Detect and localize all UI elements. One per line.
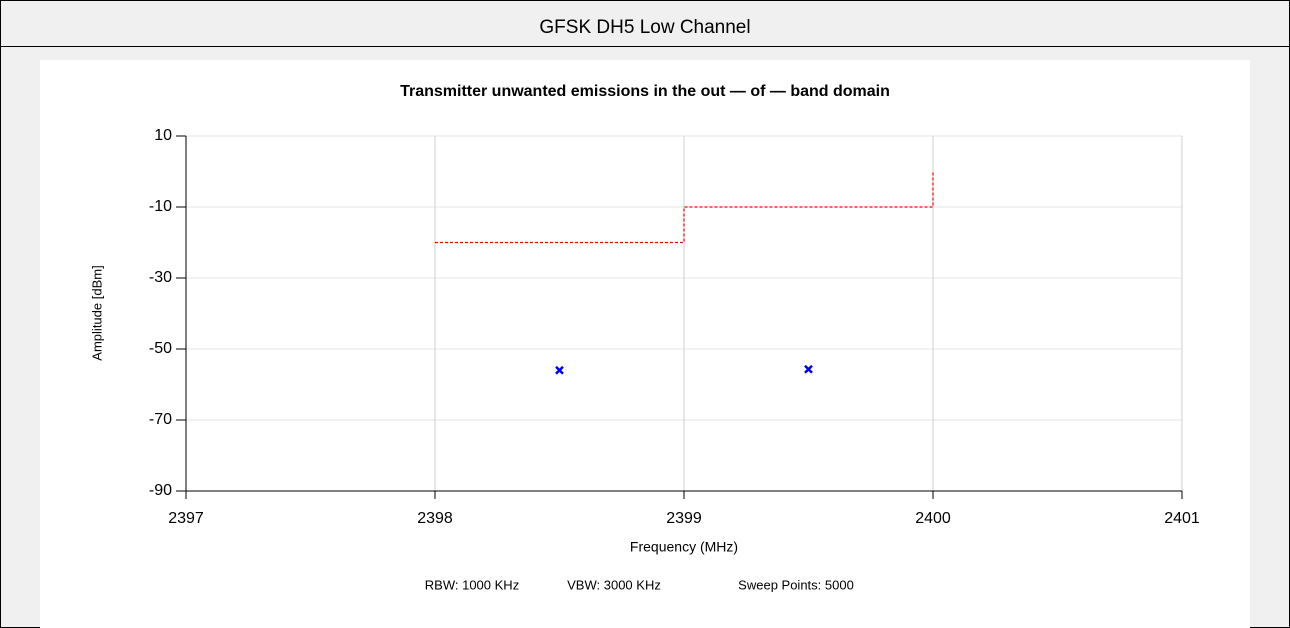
header-title: GFSK DH5 Low Channel bbox=[539, 17, 750, 38]
note: VBW: 3000 KHz bbox=[567, 577, 661, 592]
y-tick-label: -10 bbox=[149, 198, 172, 215]
data-point bbox=[804, 364, 813, 374]
limit-line bbox=[435, 171, 934, 244]
x-tick-label: 2398 bbox=[417, 510, 453, 527]
x-axis-label: Frequency (MHz) bbox=[630, 539, 738, 555]
y-tick-label: -50 bbox=[149, 340, 172, 357]
y-axis-label: Amplitude [dBm] bbox=[89, 265, 104, 360]
y-tick-label: -90 bbox=[149, 482, 172, 499]
y-tick-label: -30 bbox=[149, 269, 172, 286]
data-point bbox=[555, 365, 564, 375]
note: Sweep Points: 5000 bbox=[738, 577, 854, 592]
note: RBW: 1000 KHz bbox=[425, 577, 519, 592]
x-tick-label: 2397 bbox=[168, 510, 204, 527]
chart-title: Transmitter unwanted emissions in the ou… bbox=[400, 83, 890, 100]
y-tick-label: 10 bbox=[154, 127, 172, 144]
x-tick-label: 2401 bbox=[1164, 510, 1200, 527]
y-tick-label: -70 bbox=[149, 411, 172, 428]
chart-panel bbox=[40, 60, 1250, 628]
x-tick-label: 2399 bbox=[666, 510, 702, 527]
x-tick-label: 2400 bbox=[915, 510, 951, 527]
